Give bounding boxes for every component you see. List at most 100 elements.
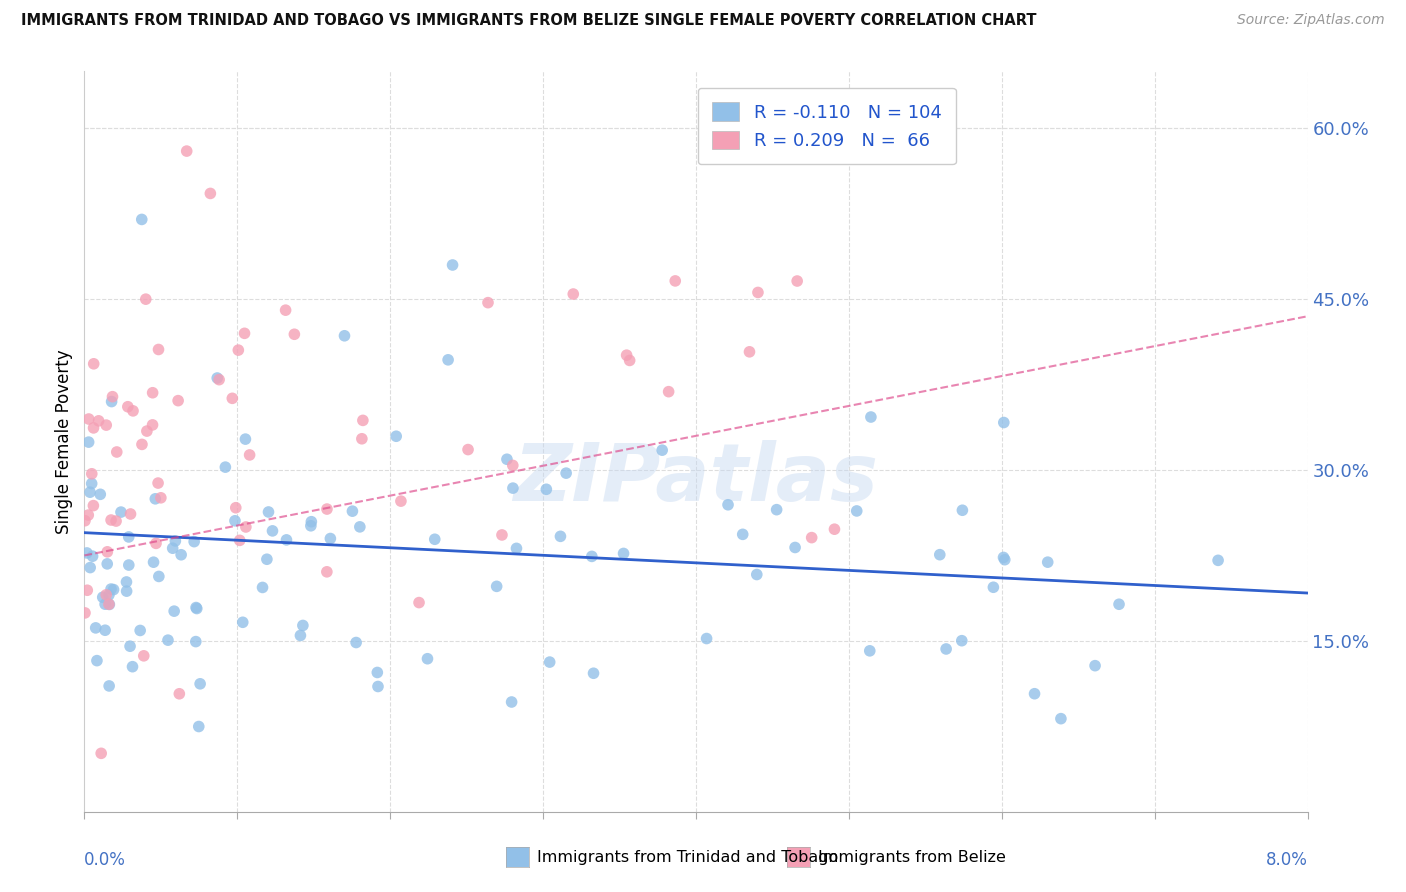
Text: 8.0%: 8.0% — [1265, 851, 1308, 869]
Point — [747, 285, 769, 300]
Point — [582, 666, 605, 681]
Point — [200, 186, 222, 201]
Point — [457, 442, 479, 457]
Point — [149, 491, 172, 505]
Point — [148, 343, 170, 357]
Point — [994, 552, 1017, 566]
Point — [800, 531, 823, 545]
Point — [162, 541, 184, 556]
Point — [235, 520, 257, 534]
Point — [349, 520, 371, 534]
Point — [96, 588, 118, 602]
Point — [228, 343, 250, 357]
Point — [441, 258, 464, 272]
Point — [145, 536, 167, 550]
Point — [257, 505, 280, 519]
Legend: R = -0.110   N = 104, R = 0.209   N =  66: R = -0.110 N = 104, R = 0.209 N = 66 — [697, 87, 956, 164]
Point — [103, 582, 125, 597]
Point — [491, 528, 513, 542]
Point — [122, 404, 145, 418]
Point — [738, 344, 761, 359]
Point — [184, 600, 207, 615]
Point — [77, 412, 100, 426]
Point — [100, 582, 122, 596]
Point — [859, 410, 882, 425]
Point — [224, 514, 246, 528]
Point — [98, 598, 121, 612]
Point — [785, 541, 807, 555]
Point — [167, 393, 190, 408]
Point — [562, 287, 585, 301]
Point — [118, 530, 141, 544]
Point — [283, 327, 305, 342]
Point — [183, 534, 205, 549]
Point — [696, 632, 718, 646]
Point — [612, 546, 634, 560]
Point — [131, 437, 153, 451]
Point — [170, 548, 193, 562]
Point — [745, 567, 768, 582]
Point — [651, 443, 673, 458]
Text: 0.0%: 0.0% — [84, 851, 127, 869]
Point — [118, 639, 141, 653]
Point — [105, 445, 128, 459]
Point — [100, 513, 122, 527]
Point — [232, 615, 254, 630]
Point — [146, 476, 169, 491]
Point — [120, 507, 142, 521]
Point — [1036, 555, 1059, 569]
Point — [90, 747, 112, 761]
Point — [950, 633, 973, 648]
Point — [141, 417, 163, 432]
Point — [148, 569, 170, 583]
Point — [423, 533, 446, 547]
Point — [344, 635, 367, 649]
Point — [105, 514, 128, 528]
Point — [262, 524, 284, 538]
Point — [315, 565, 337, 579]
Text: Immigrants from Trinidad and Tobago: Immigrants from Trinidad and Tobago — [537, 850, 838, 864]
Point — [935, 642, 957, 657]
Point — [207, 371, 229, 385]
Point — [77, 435, 100, 450]
Point — [129, 624, 152, 638]
Point — [658, 384, 681, 399]
Point — [80, 467, 103, 481]
Point — [501, 695, 523, 709]
Point — [256, 552, 278, 566]
Point — [83, 421, 105, 435]
Point — [550, 529, 572, 543]
Point — [131, 212, 153, 227]
Point — [208, 373, 231, 387]
Point — [225, 500, 247, 515]
Point — [1050, 712, 1073, 726]
Point — [352, 413, 374, 427]
Point — [993, 416, 1015, 430]
Point — [187, 719, 209, 733]
Point — [485, 579, 508, 593]
Point — [342, 504, 364, 518]
Point — [89, 487, 111, 501]
Point — [233, 326, 256, 341]
Point — [156, 633, 179, 648]
Point — [98, 679, 121, 693]
Point — [142, 555, 165, 569]
Point — [505, 541, 527, 556]
Point — [299, 515, 322, 529]
Point — [96, 545, 118, 559]
Point — [1024, 687, 1046, 701]
Point — [91, 591, 114, 605]
Point — [274, 303, 297, 318]
Point — [385, 429, 408, 443]
Point — [316, 502, 339, 516]
Point — [496, 452, 519, 467]
Point — [76, 546, 98, 560]
Point — [94, 597, 117, 611]
Point — [235, 432, 257, 446]
Point — [186, 601, 208, 615]
Point — [291, 618, 314, 632]
Point — [366, 665, 388, 680]
Point — [96, 557, 118, 571]
Point — [477, 295, 499, 310]
Point — [416, 651, 439, 665]
